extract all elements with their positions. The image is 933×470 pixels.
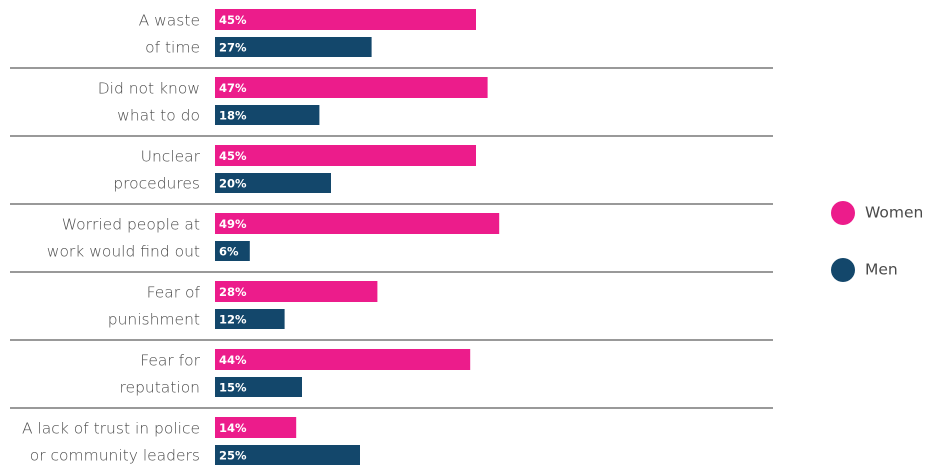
category-label: Worried people at [62, 216, 200, 234]
category-label: what to do [117, 107, 200, 125]
value-label: 15% [219, 381, 247, 395]
bar [215, 145, 476, 166]
value-label: 49% [219, 217, 247, 231]
bar [215, 77, 488, 98]
value-label: 20% [219, 177, 247, 191]
bar [215, 9, 476, 30]
category-label: reputation [120, 379, 201, 397]
category-label: Fear for [140, 352, 200, 370]
value-label: 27% [219, 41, 247, 55]
bar [215, 173, 331, 193]
bar [215, 37, 372, 57]
category-label: A lack of trust in police [22, 420, 200, 438]
value-label: 14% [219, 421, 247, 435]
category-label: punishment [108, 311, 200, 329]
category-label: Did not know [98, 80, 200, 98]
bar [215, 213, 500, 234]
category-label: Unclear [141, 148, 201, 166]
category-label: or community leaders [30, 447, 200, 465]
value-label: 45% [219, 13, 247, 27]
category-label: work would find out [47, 243, 200, 261]
bar [215, 309, 285, 329]
category-label: Fear of [147, 284, 201, 302]
category-label: of time [145, 39, 200, 57]
bar [215, 377, 302, 397]
category-label: procedures [113, 175, 200, 193]
legend-label: Women [865, 204, 923, 222]
bar [215, 281, 378, 302]
legend-label: Men [865, 261, 898, 279]
value-label: 12% [219, 313, 247, 327]
value-label: 47% [219, 81, 247, 95]
legend-swatch [831, 258, 855, 282]
bar [215, 241, 250, 261]
value-label: 6% [219, 245, 239, 259]
value-label: 45% [219, 149, 247, 163]
value-label: 44% [219, 353, 247, 367]
value-label: 28% [219, 285, 247, 299]
bar [215, 445, 360, 465]
value-label: 18% [219, 109, 247, 123]
bar [215, 349, 471, 370]
bar [215, 105, 320, 125]
bar [215, 417, 297, 438]
value-label: 25% [219, 449, 247, 463]
category-label: A waste [139, 12, 200, 30]
legend-swatch [831, 201, 855, 225]
